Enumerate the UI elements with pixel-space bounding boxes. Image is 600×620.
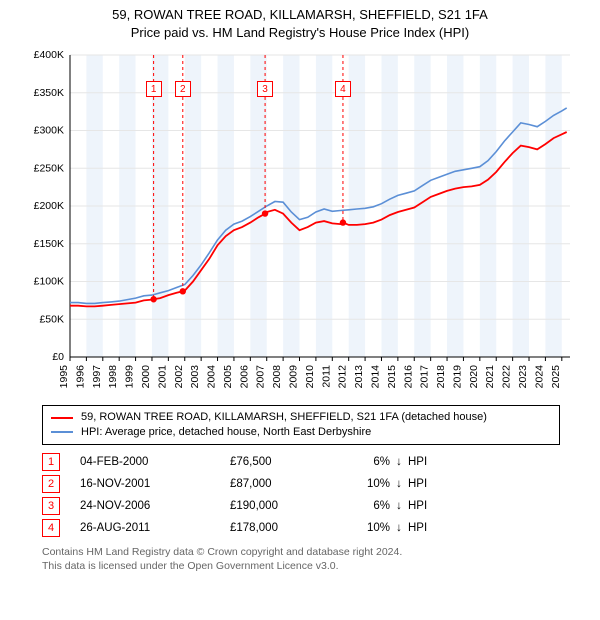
title-block: 59, ROWAN TREE ROAD, KILLAMARSH, SHEFFIE… <box>10 6 590 41</box>
sale-callout-box: 2 <box>175 81 191 97</box>
y-tick-label: £100K <box>34 276 64 288</box>
x-tick-label: 2000 <box>140 365 152 389</box>
x-tick-label: 2018 <box>435 365 447 389</box>
footer-line-2: This data is licensed under the Open Gov… <box>42 559 572 573</box>
sale-pct: 10% <box>340 478 390 490</box>
title-line-1: 59, ROWAN TREE ROAD, KILLAMARSH, SHEFFIE… <box>10 6 590 24</box>
sales-table-row: 3 24-NOV-2006£190,0006%↓HPI <box>42 495 590 517</box>
x-tick-label: 2002 <box>173 365 185 389</box>
sale-marker-dot <box>180 288 186 294</box>
sale-price: £76,500 <box>230 456 340 468</box>
legend-box: 59, ROWAN TREE ROAD, KILLAMARSH, SHEFFIE… <box>42 405 560 445</box>
sale-vs-hpi: HPI <box>408 500 448 512</box>
sale-marker-box: 2 <box>42 475 60 493</box>
sale-date: 26-AUG-2011 <box>80 522 230 534</box>
legend-label-price-paid: 59, ROWAN TREE ROAD, KILLAMARSH, SHEFFIE… <box>81 410 487 425</box>
x-tick-label: 1997 <box>91 365 103 389</box>
legend-row-hpi: HPI: Average price, detached house, Nort… <box>51 425 551 440</box>
x-tick-label: 2020 <box>468 365 480 389</box>
y-tick-label: £0 <box>52 351 64 363</box>
legend-swatch-price-paid <box>51 417 73 419</box>
sale-price: £190,000 <box>230 500 340 512</box>
sale-date: 04-FEB-2000 <box>80 456 230 468</box>
sale-date: 16-NOV-2001 <box>80 478 230 490</box>
sale-callout-box: 4 <box>335 81 351 97</box>
y-tick-label: £250K <box>34 162 64 174</box>
y-tick-label: £50K <box>39 313 64 325</box>
sale-pct: 6% <box>340 500 390 512</box>
x-tick-label: 2012 <box>337 365 349 389</box>
sale-vs-hpi: HPI <box>408 522 448 534</box>
x-tick-label: 2016 <box>402 365 414 389</box>
down-arrow-icon: ↓ <box>390 500 408 512</box>
sale-date: 24-NOV-2006 <box>80 500 230 512</box>
legend-row-price-paid: 59, ROWAN TREE ROAD, KILLAMARSH, SHEFFIE… <box>51 410 551 425</box>
sales-table-row: 2 16-NOV-2001£87,00010%↓HPI <box>42 473 590 495</box>
x-tick-label: 2022 <box>501 365 513 389</box>
y-tick-label: £200K <box>34 200 64 212</box>
sale-price: £87,000 <box>230 478 340 490</box>
sale-marker-dot <box>150 296 156 302</box>
footer-line-1: Contains HM Land Registry data © Crown c… <box>42 545 572 559</box>
sale-pct: 10% <box>340 522 390 534</box>
x-tick-label: 1999 <box>124 365 136 389</box>
legend-swatch-hpi <box>51 431 73 433</box>
down-arrow-icon: ↓ <box>390 456 408 468</box>
sales-table: 104-FEB-2000£76,5006%↓HPI216-NOV-2001£87… <box>42 451 590 539</box>
x-tick-label: 2014 <box>369 365 381 389</box>
title-line-2: Price paid vs. HM Land Registry's House … <box>10 24 590 42</box>
x-tick-label: 2007 <box>255 365 267 389</box>
chart-svg: £0 £50K £100K £150K £200K £250K £300K £350K £400… <box>20 47 580 397</box>
x-tick-label: 2009 <box>288 365 300 389</box>
x-tick-label: 2011 <box>320 365 332 388</box>
x-tick-label: 2008 <box>271 365 283 389</box>
sales-table-row: 1 04-FEB-2000£76,5006%↓HPI <box>42 451 590 473</box>
x-tick-label: 2015 <box>386 365 398 389</box>
sale-callout-box: 1 <box>146 81 162 97</box>
sale-marker-box: 4 <box>42 519 60 537</box>
x-tick-label: 2003 <box>189 365 201 389</box>
legend-label-hpi: HPI: Average price, detached house, Nort… <box>81 425 371 440</box>
x-tick-label: 2025 <box>550 365 562 389</box>
x-tick-label: 2001 <box>156 365 168 389</box>
chart-plot: £0 £50K £100K £150K £200K £250K £300K £350K £400… <box>20 47 580 397</box>
y-tick-label: £150K <box>34 238 64 250</box>
footer: Contains HM Land Registry data © Crown c… <box>42 545 572 573</box>
x-tick-label: 1998 <box>107 365 119 389</box>
sale-vs-hpi: HPI <box>408 456 448 468</box>
x-tick-label: 1996 <box>74 365 86 389</box>
x-tick-label: 2006 <box>238 365 250 389</box>
x-tick-label: 2019 <box>451 365 463 389</box>
sale-marker-dot <box>262 210 268 216</box>
sale-vs-hpi: HPI <box>408 478 448 490</box>
sale-marker-box: 1 <box>42 453 60 471</box>
down-arrow-icon: ↓ <box>390 478 408 490</box>
sale-price: £178,000 <box>230 522 340 534</box>
x-tick-label: 2013 <box>353 365 365 389</box>
x-tick-label: 2023 <box>517 365 529 389</box>
x-tick-label: 2017 <box>419 365 431 389</box>
x-tick-label: 2021 <box>484 365 496 389</box>
sale-pct: 6% <box>340 456 390 468</box>
sale-marker-box: 3 <box>42 497 60 515</box>
x-tick-label: 2004 <box>206 365 218 389</box>
y-tick-label: £300K <box>34 125 64 137</box>
x-tick-label: 2010 <box>304 365 316 389</box>
sale-marker-dot <box>340 220 346 226</box>
down-arrow-icon: ↓ <box>390 522 408 534</box>
sales-table-row: 4 26-AUG-2011£178,00010%↓HPI <box>42 517 590 539</box>
x-tick-label: 1995 <box>58 365 70 389</box>
y-tick-label: £400K <box>34 49 64 61</box>
x-tick-label: 2005 <box>222 365 234 389</box>
chart-container: 59, ROWAN TREE ROAD, KILLAMARSH, SHEFFIE… <box>0 0 600 581</box>
sale-callout-box: 3 <box>257 81 273 97</box>
y-tick-label: £350K <box>34 87 64 99</box>
x-tick-label: 2024 <box>533 365 545 389</box>
